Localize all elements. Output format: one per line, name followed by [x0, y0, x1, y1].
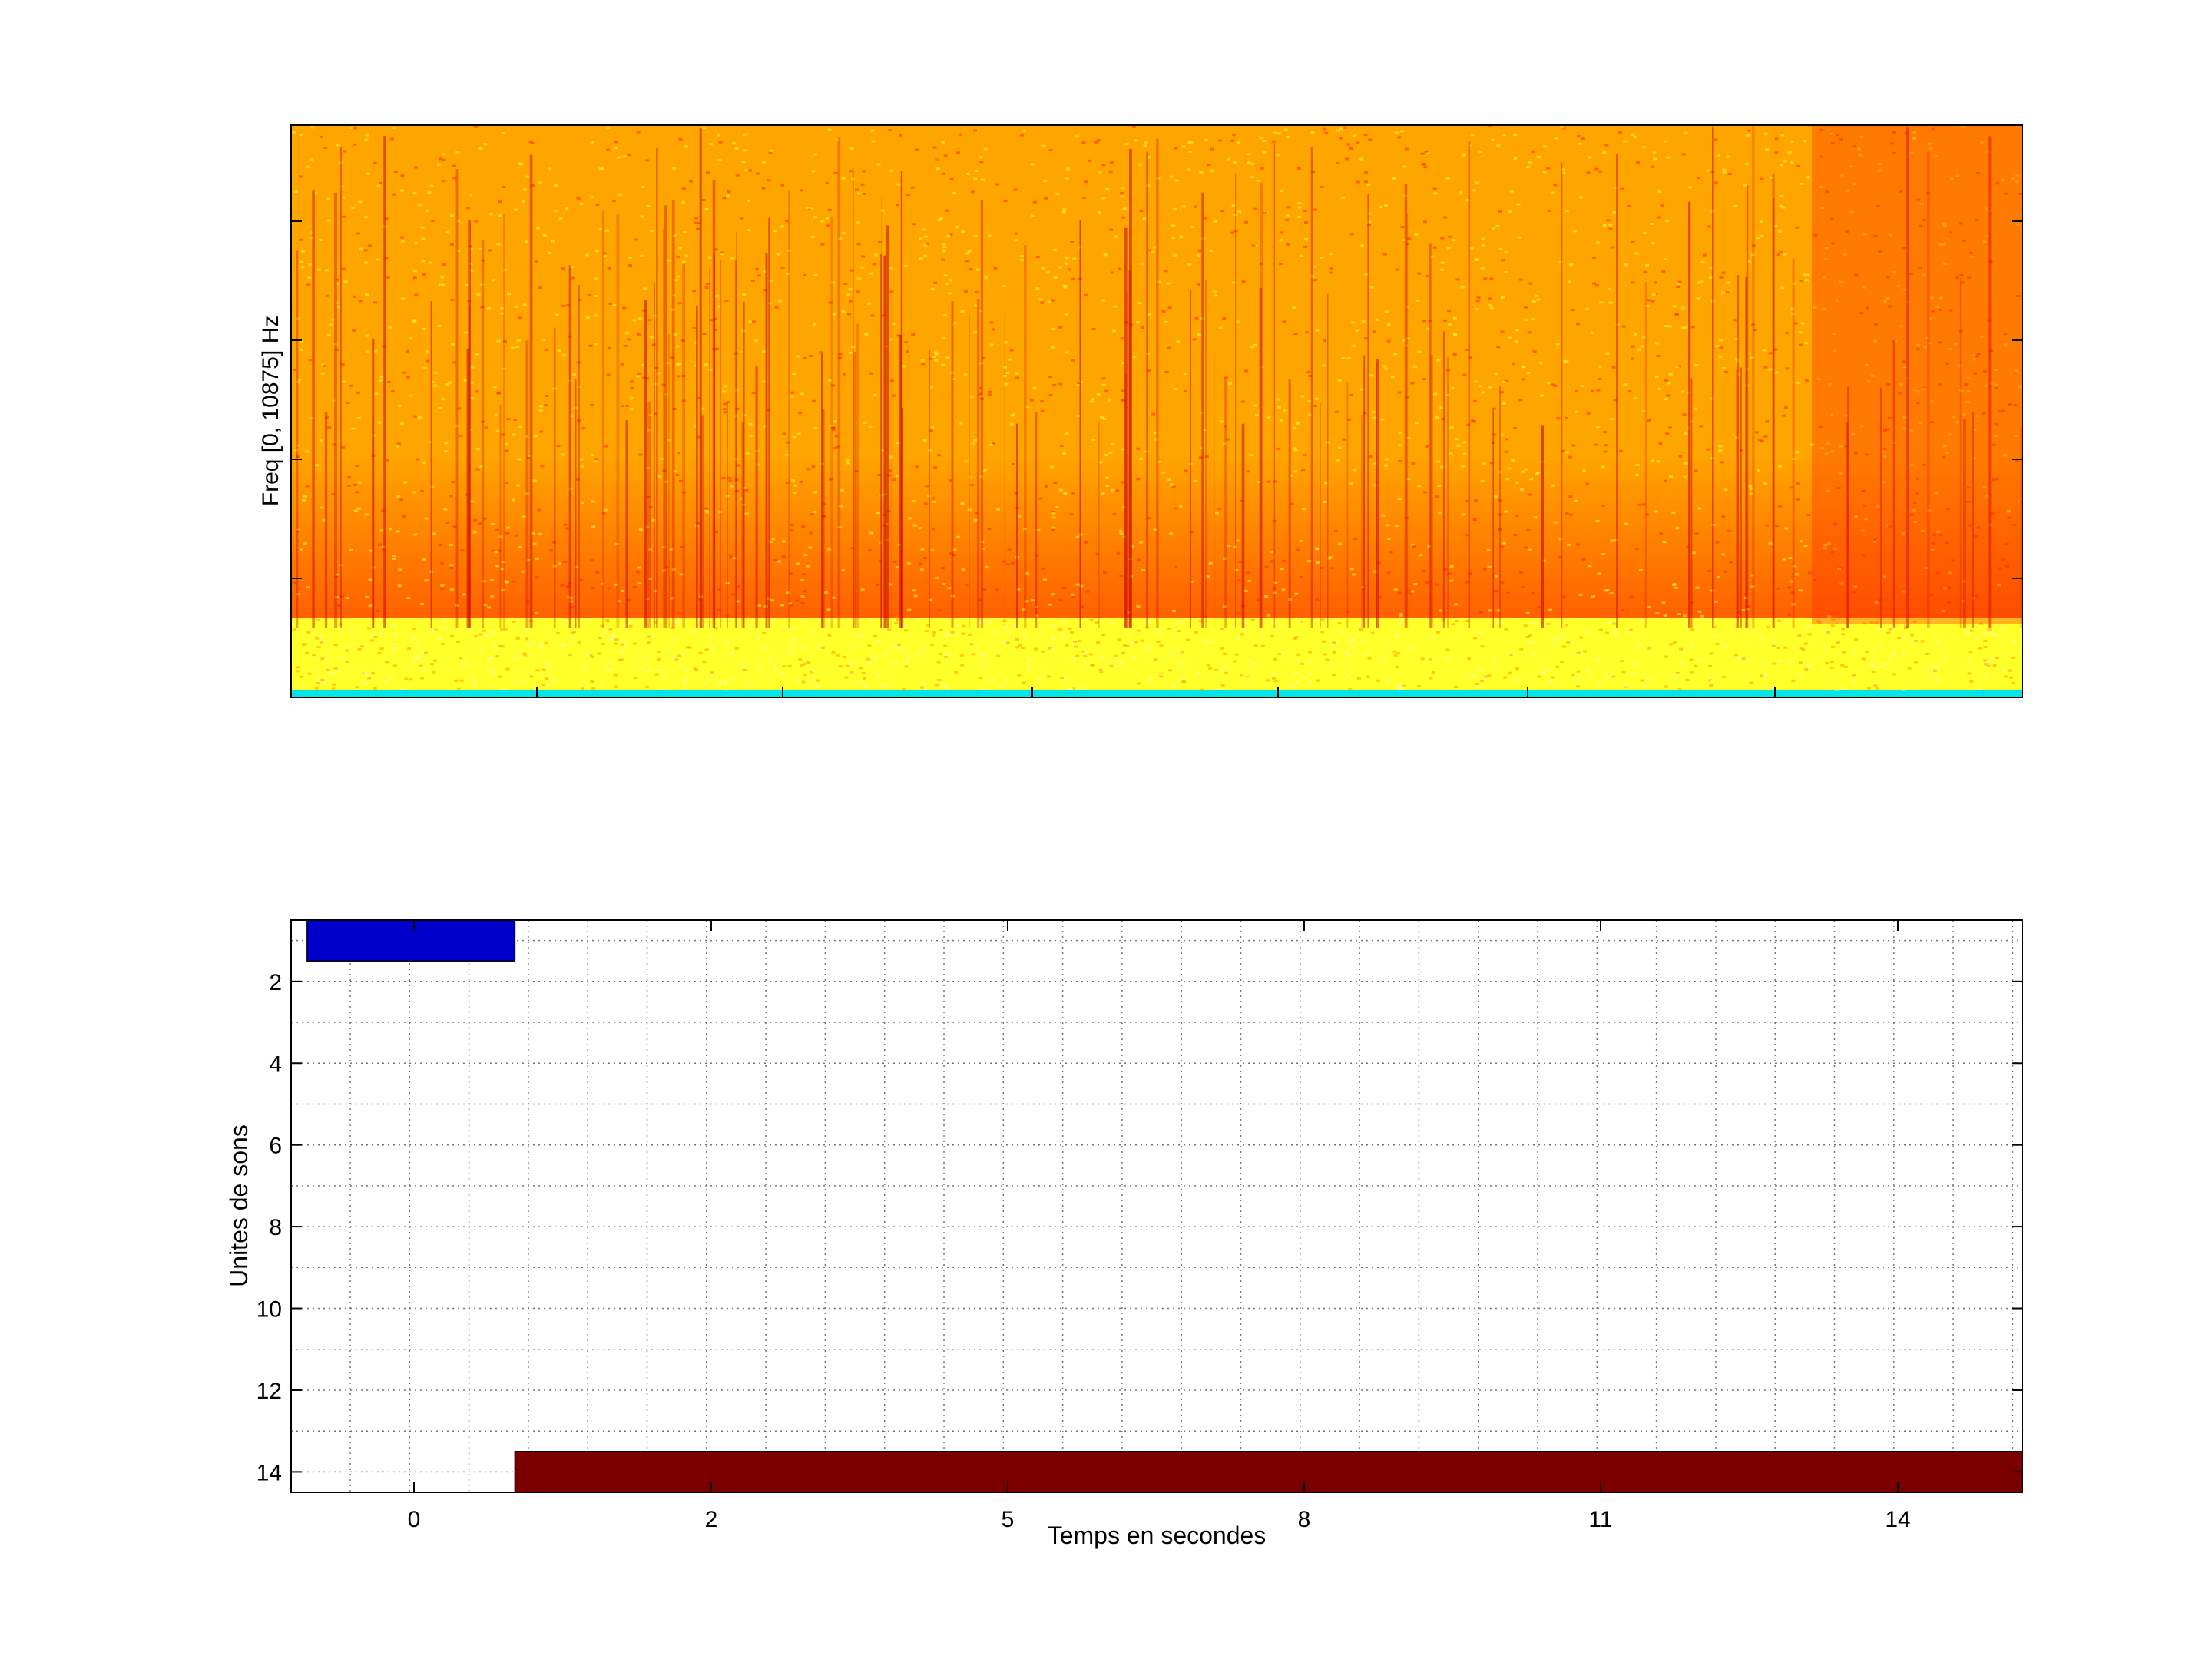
spectrogram-frame — [290, 124, 2023, 698]
units-frame — [290, 919, 2023, 1493]
units-y-tick-labels: 2 4 6 8 10 12 14 — [257, 970, 282, 1486]
y-tick-label: 12 — [257, 1379, 282, 1404]
units-xlabel: Temps en secondes — [1048, 1522, 1267, 1549]
spec-band-floor — [291, 690, 2022, 697]
spectrogram-image — [291, 125, 2022, 697]
spec-band-low — [291, 618, 2022, 691]
y-tick-label: 8 — [269, 1215, 282, 1240]
y-tick-label: 4 — [269, 1051, 282, 1077]
spec-dark-region — [1812, 125, 2022, 624]
unit-segment-1 — [306, 919, 516, 962]
spec-streaks — [296, 126, 2022, 629]
units-background — [291, 920, 2022, 1492]
x-tick-label: 14 — [1885, 1507, 1910, 1532]
y-tick-label: 14 — [257, 1460, 282, 1485]
units-ylabel: Unites de sons — [225, 1124, 253, 1287]
spectrogram-axes: Freq [0, 10875] Hz — [258, 124, 2023, 698]
y-tick-label: 10 — [257, 1297, 282, 1323]
units-bars — [306, 919, 2023, 1493]
x-tick-label: 11 — [1588, 1507, 1612, 1532]
units-axes: 0 2 5 8 11 14 2 4 6 8 10 12 14 Temps en secondes Un… — [225, 919, 2023, 1549]
units-ticks — [291, 920, 2022, 1492]
spectrogram-ylabel: Freq [0, 10875] Hz — [258, 316, 283, 506]
x-tick-label: 2 — [705, 1507, 718, 1532]
x-tick-label: 0 — [408, 1507, 421, 1532]
spectrogram-ticks — [290, 220, 2023, 697]
y-tick-label: 6 — [269, 1134, 282, 1159]
y-tick-label: 2 — [269, 970, 282, 995]
unit-segment-2 — [514, 1451, 2023, 1493]
units-x-tick-labels: 0 2 5 8 11 14 — [408, 1507, 1911, 1532]
x-tick-label: 8 — [1298, 1507, 1311, 1532]
x-tick-label: 5 — [1002, 1507, 1015, 1532]
